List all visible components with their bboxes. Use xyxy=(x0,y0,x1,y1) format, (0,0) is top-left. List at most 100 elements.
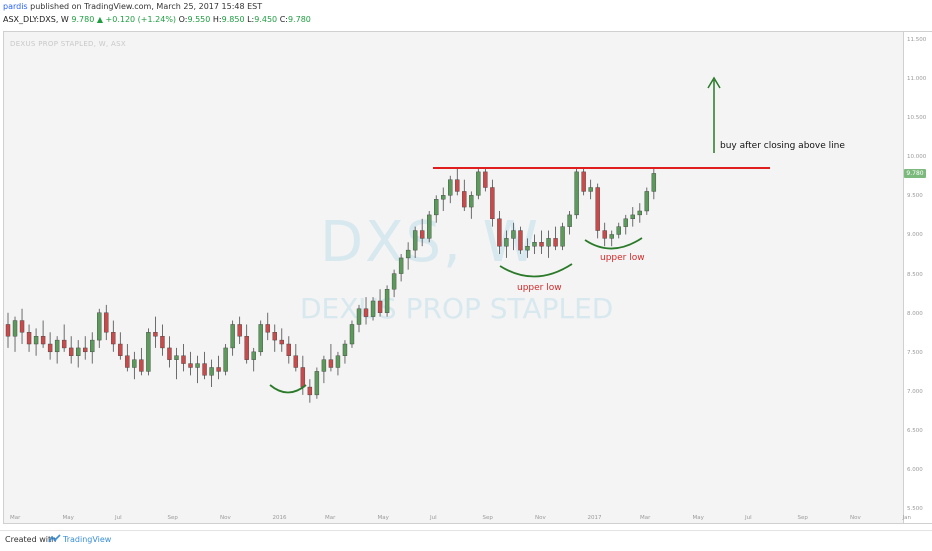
watermark-name: DEXUS PROP STAPLED xyxy=(300,292,614,325)
candle-up xyxy=(90,339,95,353)
candle-up xyxy=(560,226,565,247)
candle-up xyxy=(314,371,320,396)
candle-down xyxy=(363,308,369,317)
candle-up xyxy=(511,230,516,239)
published-text: published on TradingView.com, March 25, … xyxy=(30,2,263,11)
candle-down xyxy=(455,179,460,192)
candle-up xyxy=(434,199,439,216)
candle-down xyxy=(68,347,74,356)
price-tick-label: 11.000 xyxy=(907,75,927,82)
symbol-label: ASX_DLY:DXS, W xyxy=(3,15,69,24)
low-label: L: xyxy=(247,15,255,24)
candle-down xyxy=(300,367,306,388)
candle-down xyxy=(125,355,130,368)
time-tick-label: May xyxy=(377,515,389,521)
time-tick-label: May xyxy=(692,515,704,521)
tradingview-brand-link[interactable]: TradingView xyxy=(63,535,112,544)
price-tick-label: 10.000 xyxy=(907,154,927,161)
open-value: 9.550 xyxy=(187,15,211,24)
author-link[interactable]: pardis xyxy=(3,2,28,11)
up-arrow-icon: ▲ xyxy=(96,15,103,24)
candle-down xyxy=(118,343,123,356)
candle-up xyxy=(54,339,60,353)
buy-arrow-head xyxy=(707,76,721,89)
time-tick-label: Sep xyxy=(482,515,493,521)
candle-up xyxy=(356,308,362,325)
candle-down xyxy=(181,355,186,364)
price-tick-label: 5.500 xyxy=(907,506,923,513)
candle-up xyxy=(637,210,642,216)
candle-up xyxy=(230,324,235,349)
time-tick-label: Nov xyxy=(220,515,231,521)
candle-down xyxy=(490,187,495,220)
candle-up xyxy=(97,312,102,341)
candle-up xyxy=(223,347,228,372)
candle-down xyxy=(167,347,172,360)
candle-up xyxy=(504,238,509,247)
candle-up xyxy=(476,171,481,196)
price-change: +0.120 (+1.24%) xyxy=(105,15,177,24)
candle-up xyxy=(370,300,376,317)
price-axis[interactable]: 11.500 11.000 10.500 10.000 9.500 9.000 8.500 8… xyxy=(904,31,932,524)
symbol-ohlc-line: ASX_DLY:DXS, W 9.780 ▲ +0.120 (+1.24%) O… xyxy=(3,15,311,24)
price-tick-label: 9.000 xyxy=(907,232,923,239)
time-tick-label: Jul xyxy=(115,515,122,521)
publication-line: pardis published on TradingView.com, Mar… xyxy=(3,2,262,11)
candle-down xyxy=(581,171,586,192)
candle-up xyxy=(448,179,453,196)
candle-down xyxy=(47,343,53,353)
upper-low-arc xyxy=(499,263,573,278)
candle-down xyxy=(202,363,207,376)
candle-down xyxy=(602,230,607,239)
candle-up xyxy=(588,187,593,192)
candle-up xyxy=(251,351,256,360)
candle-down xyxy=(377,300,383,313)
candle-up xyxy=(321,359,327,372)
high-label: H: xyxy=(212,15,222,24)
low-arc xyxy=(269,384,307,394)
upper-low-annotation-1: upper low xyxy=(517,283,562,293)
candle-up xyxy=(427,214,432,239)
candle-down xyxy=(279,339,284,345)
price-tick-label: 7.000 xyxy=(907,388,923,395)
candle-down xyxy=(153,332,158,337)
footer: Created with TradingView xyxy=(0,530,932,551)
candle-up xyxy=(609,234,614,239)
candle-up xyxy=(412,230,418,251)
candle-up xyxy=(209,367,214,376)
chart-pane[interactable]: DEXUS PROP STAPLED, W, ASX xyxy=(3,31,904,524)
candle-up xyxy=(391,273,397,290)
candle-up xyxy=(651,173,657,192)
buy-annotation: buy after closing above line xyxy=(720,141,845,151)
candle-up xyxy=(532,242,537,247)
time-tick-label: Jan xyxy=(902,515,911,521)
candle-up xyxy=(630,214,635,220)
candle-down xyxy=(19,320,25,333)
close-label: C: xyxy=(279,15,288,24)
candle-down xyxy=(293,355,299,368)
tradingview-logo-icon xyxy=(48,534,61,543)
candle-down xyxy=(216,367,221,372)
candle-up xyxy=(546,238,551,247)
candle-down xyxy=(518,230,523,251)
candle-up xyxy=(644,191,650,212)
candle-up xyxy=(132,359,137,368)
candle-up xyxy=(384,289,390,313)
candle-up xyxy=(567,214,572,227)
candle-up xyxy=(146,332,151,372)
symbol-description: DEXUS PROP STAPLED, W, ASX xyxy=(10,40,126,48)
candle-up xyxy=(75,347,81,356)
candle-up xyxy=(342,343,348,356)
candle-down xyxy=(272,332,277,341)
candle-down xyxy=(328,359,334,368)
time-tick-label: Jul xyxy=(430,515,437,521)
candle-down xyxy=(26,332,32,345)
upper-low-arc xyxy=(584,237,643,250)
candle-down xyxy=(286,343,291,356)
time-tick-label: Nov xyxy=(535,515,546,521)
candle-up xyxy=(525,245,530,251)
candle-down xyxy=(104,312,109,333)
time-tick-label: May xyxy=(62,515,74,521)
current-price-tag: 9.780 xyxy=(904,168,926,178)
last-price: 9.780 xyxy=(71,15,95,24)
